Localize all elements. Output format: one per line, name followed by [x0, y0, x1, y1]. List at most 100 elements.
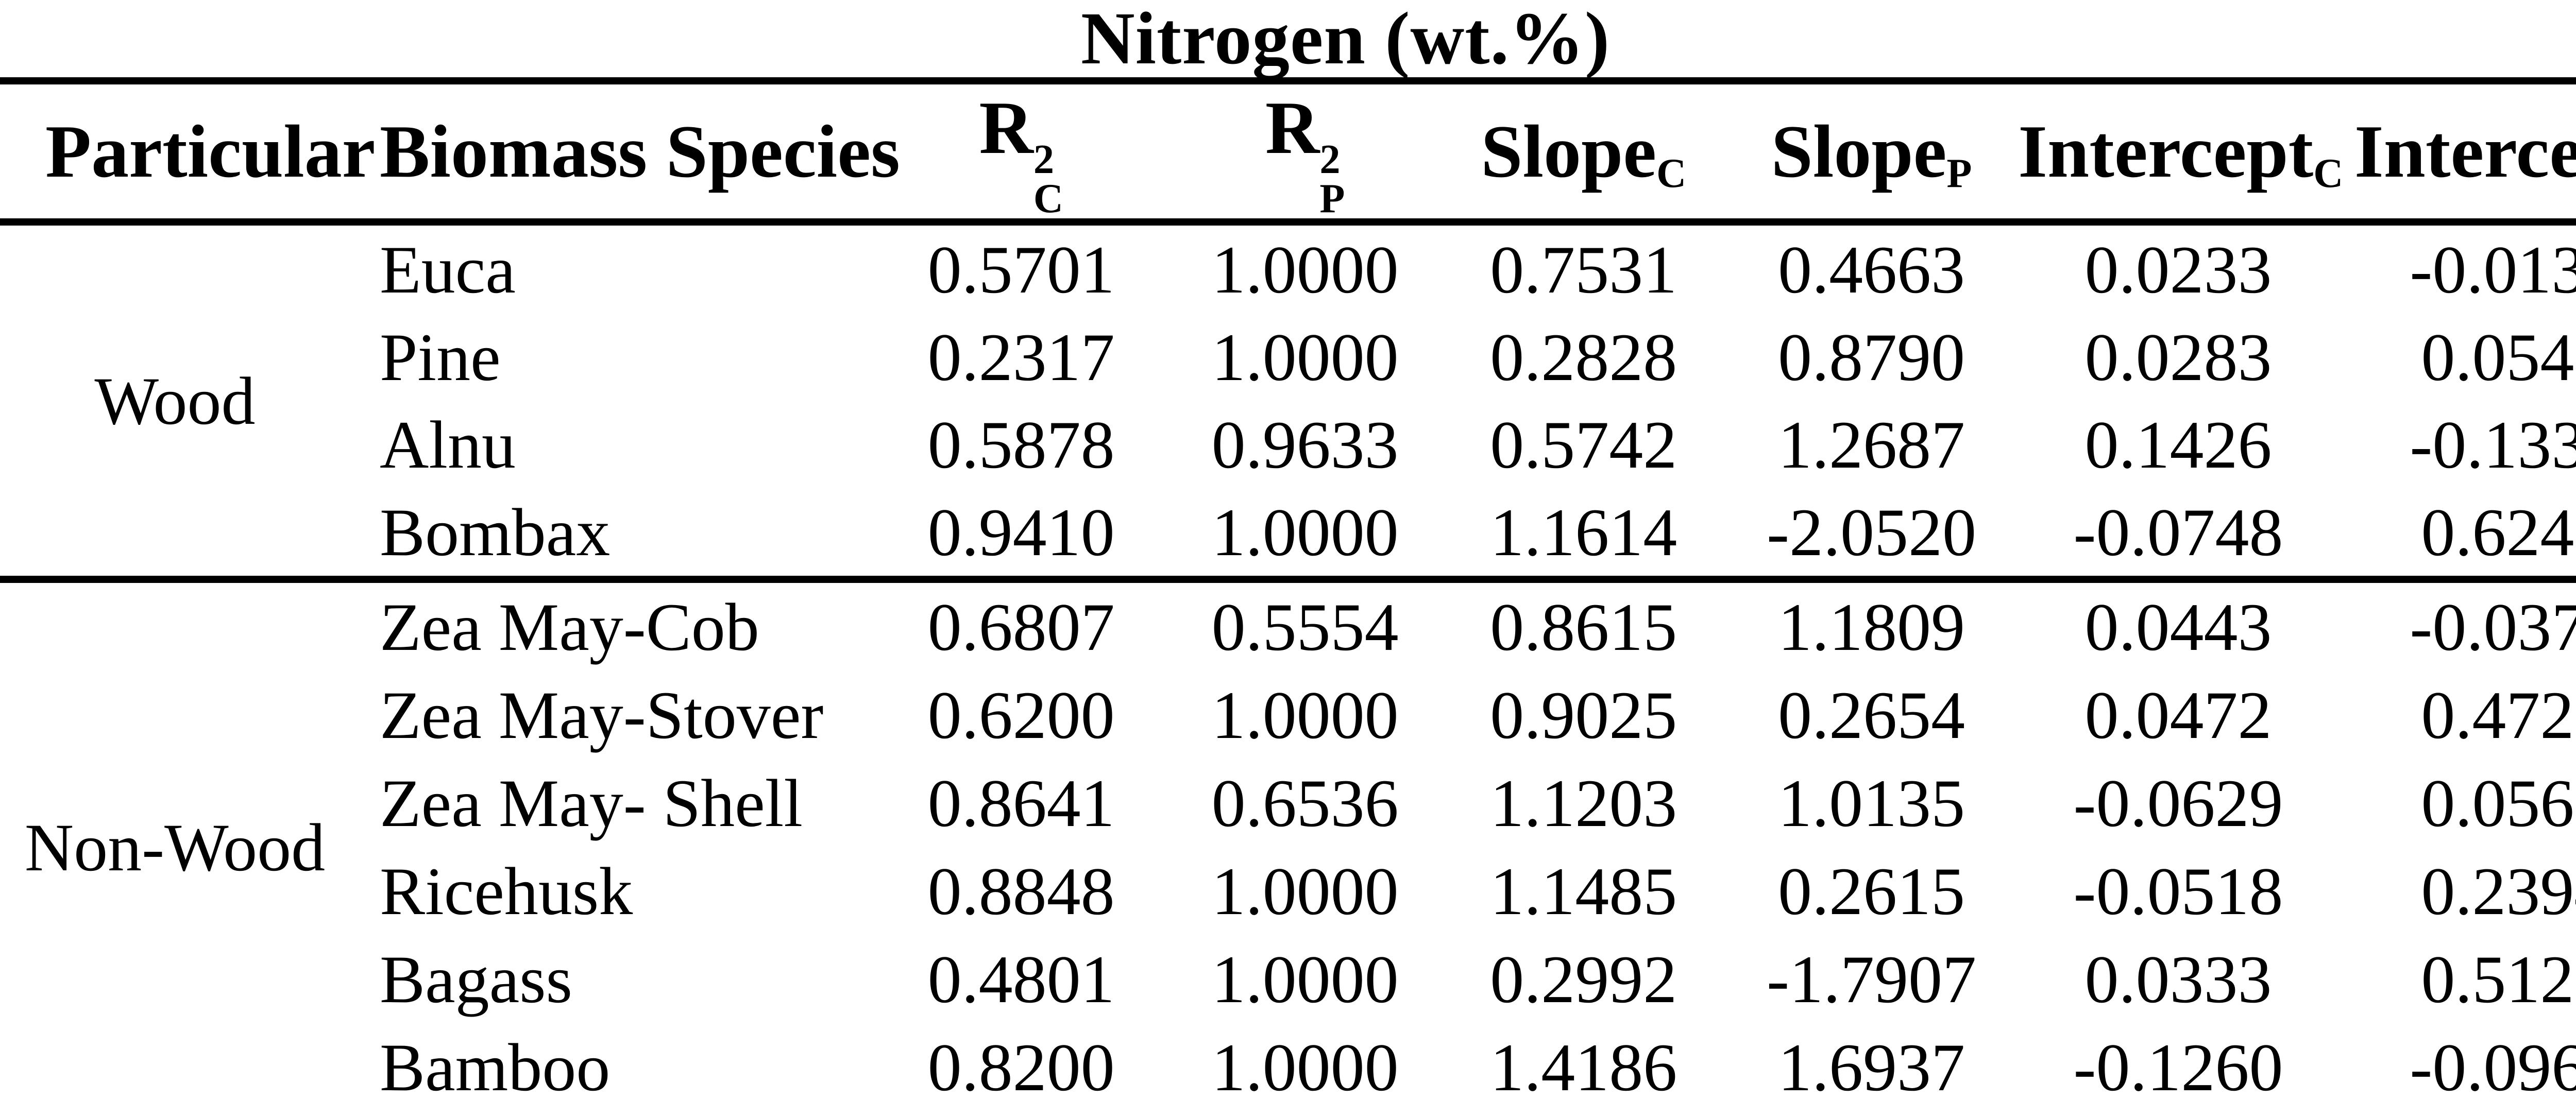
group-non-wood: Non-Wood Zea May-Cob 0.6807 0.5554 0.861… — [0, 579, 2576, 1100]
species-cell: Zea May-Cob — [379, 589, 759, 665]
value-cell: 1.1203 — [1490, 765, 1677, 841]
value-cell: 0.8641 — [927, 765, 1115, 841]
species-cell: Pine — [379, 319, 501, 395]
value-cell: 1.0000 — [1211, 494, 1399, 570]
value-cell: 0.0472 — [2084, 677, 2272, 753]
header-base: Intercept — [2018, 110, 2314, 194]
column-header-biomass-species: Biomass Species — [350, 81, 900, 222]
value-cell: 1.0000 — [1211, 319, 1399, 395]
value-cell: 1.0000 — [1211, 1029, 1399, 1100]
table-row: Zea May-Stover 0.6200 1.0000 0.9025 0.26… — [0, 671, 2576, 759]
header-label: Particular — [45, 110, 376, 194]
header-subscript: C — [1656, 150, 1687, 197]
group-label-non-wood: Non-Wood — [24, 809, 326, 885]
value-cell: 1.2687 — [1778, 406, 1965, 483]
header-base: R — [1265, 86, 1320, 169]
group-label-wood: Wood — [94, 363, 256, 439]
value-cell: 0.8790 — [1778, 319, 1965, 395]
species-cell: Bagass — [379, 941, 572, 1018]
value-cell: 0.5742 — [1490, 406, 1677, 483]
header-base: Slope — [1481, 110, 1657, 194]
table-row: Bamboo 0.8200 1.0000 1.4186 1.6937 -0.12… — [0, 1023, 2576, 1100]
value-cell: 0.4663 — [1778, 231, 1965, 307]
value-cell: 0.4801 — [927, 941, 1115, 1018]
species-cell: Ricehusk — [379, 853, 633, 930]
value-cell: 0.0283 — [2084, 319, 2272, 395]
header-base: Intercept — [2354, 110, 2576, 194]
value-cell: 0.8615 — [1490, 589, 1677, 665]
value-cell: 0.6536 — [1211, 765, 1399, 841]
value-cell: 0.8848 — [927, 853, 1115, 930]
value-cell: -0.0748 — [2073, 494, 2283, 570]
species-cell: Alnu — [379, 406, 516, 483]
column-header-intercept-c: InterceptC — [2018, 81, 2343, 222]
value-cell: 0.5554 — [1211, 589, 1399, 665]
value-cell: 0.2828 — [1490, 319, 1677, 395]
value-cell: 1.1485 — [1490, 853, 1677, 930]
value-cell: 0.0443 — [2084, 589, 2272, 665]
value-cell: 1.0000 — [1211, 941, 1399, 1018]
value-cell: 1.0135 — [1778, 765, 1965, 841]
table-row: Zea May- Shell 0.8641 0.6536 1.1203 1.01… — [0, 759, 2576, 847]
value-cell: 0.6200 — [927, 677, 1115, 753]
table-row: Ricehusk 0.8848 1.0000 1.1485 0.2615 -0.… — [0, 847, 2576, 935]
value-cell: 0.2317 — [927, 319, 1115, 395]
column-header-particular: Particular — [0, 81, 376, 222]
header-base: Slope — [1771, 110, 1947, 194]
value-cell: 1.0000 — [1211, 231, 1399, 307]
table-title: Nitrogen (wt.%) — [1080, 0, 1611, 80]
value-cell: 0.2654 — [1778, 677, 1965, 753]
header-label: Biomass Species — [379, 110, 900, 194]
value-cell: -0.0372 — [2410, 589, 2576, 665]
header-subscript: P — [1946, 150, 1972, 197]
table-row: Pine 0.2317 1.0000 0.2828 0.8790 0.0283 … — [0, 313, 2576, 401]
value-cell: 1.0000 — [1211, 677, 1399, 753]
value-cell: 0.2615 — [1778, 853, 1965, 930]
value-cell: 0.6245 — [2421, 494, 2576, 570]
header-subscript: P — [1319, 175, 1345, 221]
value-cell: 0.9025 — [1490, 677, 1677, 753]
value-cell: 1.1809 — [1778, 589, 1965, 665]
header-subscript: C — [1033, 175, 1063, 221]
value-cell: 0.9633 — [1211, 406, 1399, 483]
column-header-intercept-p: InterceptP — [2338, 81, 2576, 222]
table-row: Bagass 0.4801 1.0000 0.2992 -1.7907 0.03… — [0, 935, 2576, 1023]
species-cell: Zea May-Stover — [379, 677, 824, 753]
value-cell: -0.1260 — [2073, 1029, 2283, 1100]
value-cell: 0.5128 — [2421, 941, 2576, 1018]
value-cell: -0.0518 — [2073, 853, 2283, 930]
value-cell: -0.1337 — [2410, 406, 2576, 483]
table-row: Alnu 0.5878 0.9633 0.5742 1.2687 0.1426 … — [0, 401, 2576, 488]
value-cell: -2.0520 — [1767, 494, 1977, 570]
header-superscript: 2 — [1033, 136, 1054, 182]
header-subscript: C — [2313, 150, 2344, 197]
header-superscript: 2 — [1319, 136, 1341, 182]
value-cell: 1.4186 — [1490, 1029, 1677, 1100]
value-cell: 1.6937 — [1778, 1029, 1965, 1100]
value-cell: 0.8200 — [927, 1029, 1115, 1100]
column-header-slope-c: SlopeC — [1443, 81, 1725, 222]
value-cell: 0.5701 — [927, 231, 1115, 307]
value-cell: 0.0233 — [2084, 231, 2272, 307]
species-cell: Bombax — [379, 494, 611, 570]
value-cell: 1.1614 — [1490, 494, 1677, 570]
table-row: Bombax 0.9410 1.0000 1.1614 -2.0520 -0.0… — [0, 488, 2576, 579]
value-cell: 0.0569 — [2421, 765, 2576, 841]
table-row: Wood Euca 0.5701 1.0000 0.7531 0.4663 0.… — [0, 222, 2576, 439]
species-cell: Euca — [379, 231, 516, 307]
value-cell: 0.5878 — [927, 406, 1115, 483]
value-cell: -0.0135 — [2410, 231, 2576, 307]
value-cell: 0.0333 — [2084, 941, 2272, 1018]
value-cell: 0.6807 — [927, 589, 1115, 665]
value-cell: -0.0966 — [2410, 1029, 2576, 1100]
species-cell: Zea May- Shell — [379, 765, 803, 841]
value-cell: 0.7531 — [1490, 231, 1677, 307]
value-cell: -0.0629 — [2073, 765, 2283, 841]
